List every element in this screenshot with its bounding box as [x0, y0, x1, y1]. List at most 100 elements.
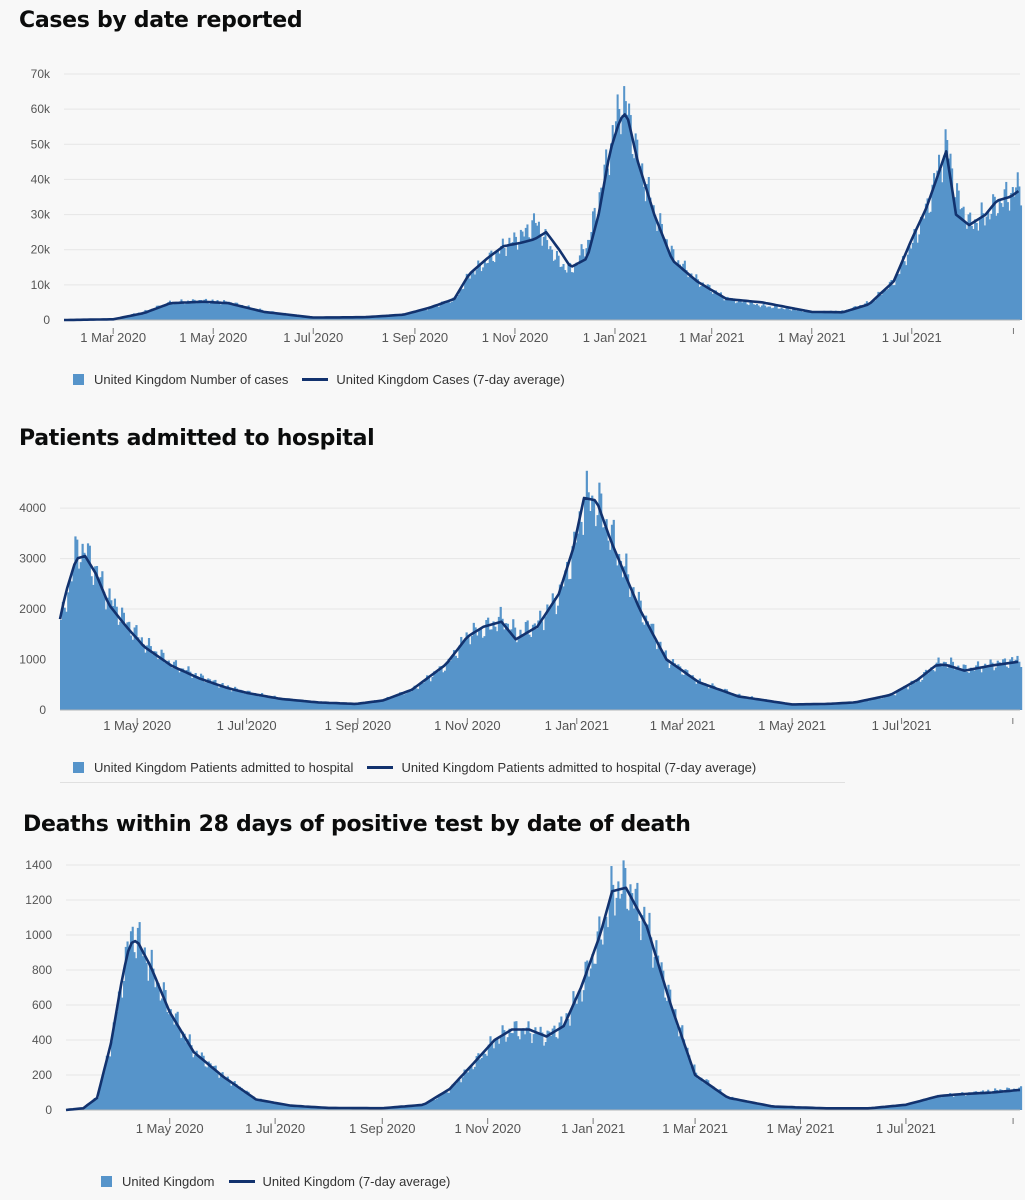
bar[interactable] — [140, 637, 143, 710]
bar[interactable] — [993, 670, 996, 710]
cases-legend-bars[interactable]: United Kingdom Number of cases — [73, 372, 288, 387]
bar[interactable] — [895, 1106, 898, 1110]
bar[interactable] — [937, 657, 940, 710]
bar[interactable] — [323, 317, 326, 320]
bar[interactable] — [584, 961, 587, 1110]
bar[interactable] — [148, 965, 152, 1110]
bar[interactable] — [731, 1096, 734, 1110]
bar[interactable] — [945, 1096, 948, 1110]
bar[interactable] — [555, 614, 558, 710]
bar[interactable] — [524, 621, 527, 710]
bar[interactable] — [774, 701, 777, 710]
bar[interactable] — [444, 670, 447, 710]
bar[interactable] — [768, 701, 771, 710]
bar[interactable] — [275, 697, 278, 710]
bar[interactable] — [426, 675, 429, 710]
bar[interactable] — [239, 305, 242, 320]
deaths-legend-bars[interactable]: United Kingdom — [101, 1174, 215, 1189]
bar[interactable] — [175, 301, 178, 320]
bar[interactable] — [143, 947, 146, 1110]
bar[interactable] — [969, 212, 972, 320]
bar[interactable] — [633, 158, 636, 320]
bar[interactable] — [268, 696, 271, 710]
bar[interactable] — [254, 1098, 257, 1110]
bar[interactable] — [686, 670, 689, 710]
bar[interactable] — [770, 308, 773, 320]
bar[interactable] — [530, 1043, 534, 1110]
bar[interactable] — [601, 527, 605, 710]
bar[interactable] — [278, 699, 282, 710]
bar[interactable] — [433, 671, 436, 710]
bar[interactable] — [309, 317, 313, 320]
bar[interactable] — [745, 696, 748, 710]
bar[interactable] — [883, 1107, 886, 1110]
bar[interactable] — [283, 312, 286, 320]
bar[interactable] — [510, 243, 513, 320]
bar[interactable] — [151, 654, 154, 710]
bar[interactable] — [354, 317, 357, 320]
bar[interactable] — [327, 702, 330, 710]
bar[interactable] — [360, 317, 363, 320]
bar[interactable] — [958, 669, 962, 710]
bar[interactable] — [372, 316, 375, 320]
bar[interactable] — [915, 231, 918, 320]
bar[interactable] — [862, 700, 865, 710]
bar[interactable] — [685, 270, 688, 320]
bar[interactable] — [229, 302, 232, 320]
bar[interactable] — [595, 221, 598, 320]
bar[interactable] — [815, 312, 818, 320]
bar[interactable] — [556, 1038, 559, 1110]
bar[interactable] — [467, 634, 470, 710]
bar[interactable] — [746, 304, 749, 320]
bar[interactable] — [406, 691, 409, 710]
bar[interactable] — [451, 655, 454, 710]
bar[interactable] — [194, 672, 197, 710]
bar[interactable] — [875, 297, 878, 320]
bar[interactable] — [738, 1099, 741, 1110]
bar[interactable] — [749, 697, 752, 710]
bar[interactable] — [928, 212, 931, 320]
bar[interactable] — [575, 262, 578, 320]
bar[interactable] — [951, 168, 954, 320]
bar[interactable] — [806, 311, 809, 320]
bar[interactable] — [218, 301, 221, 320]
bar[interactable] — [900, 1105, 903, 1110]
bar[interactable] — [574, 997, 577, 1110]
bar[interactable] — [104, 1066, 107, 1110]
bar[interactable] — [188, 301, 191, 320]
bar[interactable] — [733, 299, 736, 320]
bar[interactable] — [408, 691, 411, 710]
bar[interactable] — [209, 1063, 212, 1110]
bar[interactable] — [420, 682, 423, 710]
bar[interactable] — [953, 669, 956, 710]
bar[interactable] — [521, 634, 524, 710]
bar[interactable] — [724, 298, 727, 320]
bar[interactable] — [601, 944, 604, 1110]
bar[interactable] — [592, 498, 596, 710]
bar[interactable] — [292, 1105, 295, 1110]
bar[interactable] — [316, 703, 319, 710]
bar[interactable] — [585, 470, 588, 710]
bar[interactable] — [740, 1100, 743, 1110]
bar[interactable] — [116, 1011, 119, 1110]
bar[interactable] — [380, 316, 383, 320]
bar[interactable] — [178, 1029, 181, 1110]
bar[interactable] — [260, 309, 263, 320]
bar[interactable] — [749, 302, 752, 320]
bar[interactable] — [252, 1096, 255, 1110]
bar[interactable] — [681, 1025, 684, 1110]
bar[interactable] — [569, 262, 572, 320]
bar[interactable] — [383, 316, 386, 320]
bar[interactable] — [441, 301, 444, 320]
bar[interactable] — [429, 681, 432, 710]
bar[interactable] — [354, 703, 357, 710]
bar[interactable] — [664, 238, 667, 320]
bar[interactable] — [692, 278, 695, 320]
bar[interactable] — [795, 704, 798, 710]
bar[interactable] — [711, 683, 714, 710]
bar[interactable] — [564, 570, 567, 710]
bar[interactable] — [399, 1106, 402, 1110]
bar[interactable] — [969, 667, 972, 710]
bar[interactable] — [734, 695, 737, 710]
bar[interactable] — [791, 1107, 794, 1110]
